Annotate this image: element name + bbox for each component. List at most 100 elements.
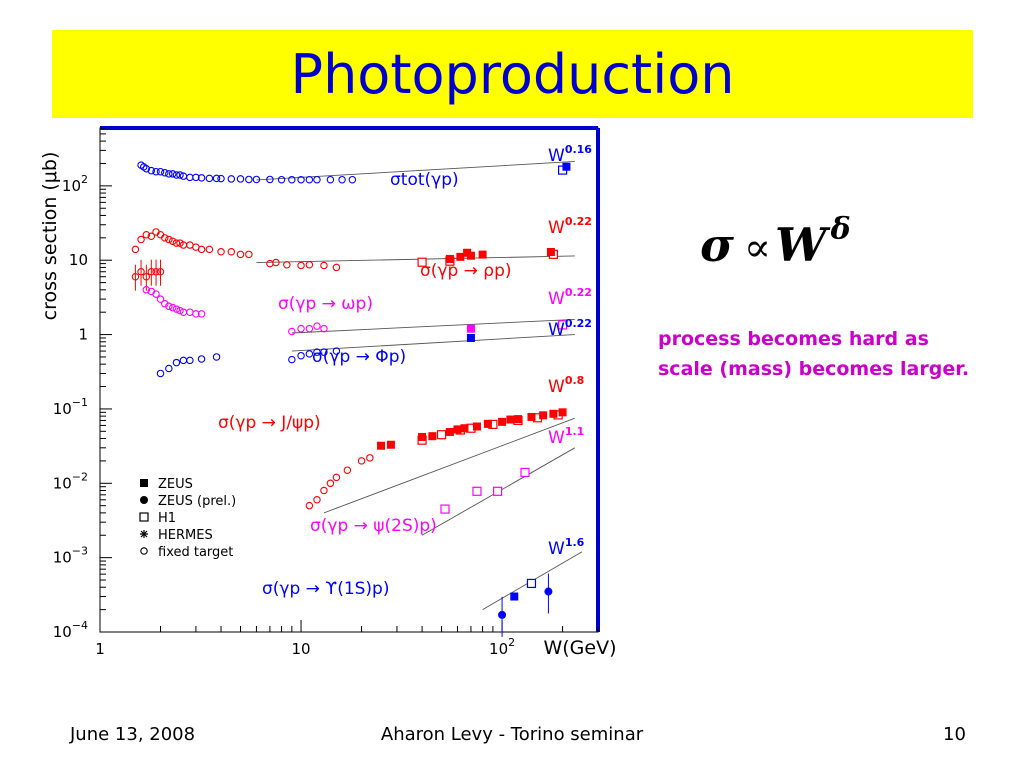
fixed-target-point-omega xyxy=(197,310,206,318)
zeus-point-jpsi xyxy=(539,411,548,420)
fixed-target-point-rho xyxy=(332,263,341,272)
fixed-target-point-rho xyxy=(147,267,156,276)
fixed-target-point-tot xyxy=(277,175,286,184)
fixed-target-point-tot xyxy=(326,175,335,184)
fixed-target-point-tot xyxy=(147,166,156,175)
fixed-target-point-phi xyxy=(297,351,305,360)
fixed-target-point-jpsi xyxy=(357,457,366,465)
title-bar: Photoproduction xyxy=(52,30,973,118)
zeus-point-jpsi xyxy=(453,425,462,434)
fixed-target-point-rho xyxy=(186,241,194,249)
fixed-target-point-phi xyxy=(332,347,341,355)
fixed-target-point-rho xyxy=(152,267,160,276)
zeus-point-jpsi xyxy=(445,427,454,436)
x-axis-label: W(GeV) xyxy=(543,637,616,659)
y-tick-exponent: 2 xyxy=(81,173,88,186)
fixed-target-point-rho xyxy=(137,235,145,244)
h1-point-rho xyxy=(417,257,427,267)
legend-label: fixed target xyxy=(158,545,233,560)
fixed-target-point-tot xyxy=(288,175,296,184)
fixed-target-point-tot xyxy=(245,175,253,184)
fixed-target-point-tot xyxy=(205,174,214,183)
fixed-target-point-omega xyxy=(172,305,181,313)
fixed-target-point-phi xyxy=(165,364,173,373)
zeus-point-phi xyxy=(466,333,475,342)
legend-label: ZEUS (prel.) xyxy=(158,494,236,509)
zeus-prel-point-upsilon xyxy=(498,610,507,619)
fixed-target-point-jpsi xyxy=(313,496,321,504)
zeus-point-jpsi xyxy=(460,424,469,433)
legend-marker xyxy=(140,479,148,487)
fixed-target-point-omega xyxy=(288,327,296,336)
slide-title: Photoproduction xyxy=(290,42,735,106)
fixed-target-point-tot xyxy=(236,175,245,183)
fixed-target-point-tot xyxy=(313,175,321,184)
fixed-target-point-rho xyxy=(320,261,328,270)
fixed-target-point-rho xyxy=(142,272,151,281)
zeus-point-jpsi xyxy=(513,415,522,424)
fixed-target-point-tot xyxy=(227,175,236,183)
fixed-target-point-rho xyxy=(172,239,181,247)
formula-w: W xyxy=(775,218,827,272)
formula-proportional: ∝ xyxy=(743,225,771,271)
y-tick-exponent: −4 xyxy=(72,619,88,632)
fixed-target-point-jpsi xyxy=(366,454,374,462)
fit-label-jpsi: W0.8 xyxy=(548,374,584,397)
fixed-target-point-tot xyxy=(161,169,169,177)
x-tick-label: 10 xyxy=(291,640,310,658)
fit-line-omega xyxy=(291,318,575,334)
zeus-point-rho xyxy=(456,252,465,261)
fixed-target-point-tot xyxy=(348,175,357,184)
zeus-point-rho xyxy=(478,250,487,259)
fit-line-rho xyxy=(256,255,575,264)
fixed-target-point-rho xyxy=(283,260,291,269)
fixed-target-point-rho xyxy=(297,261,305,270)
fixed-target-point-rho xyxy=(156,267,165,276)
fixed-target-point-tot xyxy=(197,174,206,182)
series-label-rho: σ(γp → ρp) xyxy=(420,261,512,281)
formula-delta: δ xyxy=(830,212,851,247)
fixed-target-point-tot xyxy=(168,170,177,178)
fit-exponent-omega: 0.22 xyxy=(565,286,592,299)
zeus-point-jpsi xyxy=(483,419,492,428)
zeus-point-rho xyxy=(546,247,555,256)
zeus-point-omega xyxy=(466,324,475,333)
legend-marker xyxy=(140,496,148,504)
y-axis-label: cross section (μb) xyxy=(39,152,61,321)
zeus-point-jpsi xyxy=(428,432,437,441)
y-tick-exponent: −2 xyxy=(72,470,88,483)
fixed-target-point-tot xyxy=(217,174,225,183)
fixed-target-point-tot xyxy=(305,175,314,184)
fixed-target-point-tot xyxy=(156,167,165,176)
series-label-tot: σtot(γp) xyxy=(390,170,459,190)
fixed-target-point-rho xyxy=(137,267,145,276)
zeus-point-jpsi xyxy=(506,415,515,424)
zeus-point-rho xyxy=(466,251,475,260)
y-tick-label: 1 xyxy=(78,326,88,344)
fixed-target-point-rho xyxy=(217,247,225,256)
fit-exponent-jpsi: 0.8 xyxy=(565,374,585,387)
zeus-point-jpsi xyxy=(377,441,386,450)
fixed-target-point-tot xyxy=(297,175,305,184)
zeus-prel-point-upsilon xyxy=(544,587,553,596)
fit-label-tot: W0.16 xyxy=(548,143,592,166)
fit-label-psi2s: W1.1 xyxy=(548,425,584,448)
y-tick-exponent: −3 xyxy=(72,545,88,558)
fit-label-rho: W0.22 xyxy=(548,215,592,238)
y-tick-exponent: −1 xyxy=(72,396,88,409)
fixed-target-point-phi xyxy=(288,355,296,364)
zeus-point-jpsi xyxy=(472,422,481,431)
cross-section-chart: 1 10 102 102 10 1 10−1 10−2 10−3 10−4 W(GeV) cross … xyxy=(39,126,617,659)
fixed-target-point-phi xyxy=(305,350,314,358)
fixed-target-point-rho xyxy=(142,231,151,239)
fixed-target-point-omega xyxy=(152,290,160,298)
fixed-target-point-rho xyxy=(227,247,236,256)
fixed-target-point-phi xyxy=(313,348,321,356)
fixed-target-point-tot xyxy=(172,171,181,179)
fixed-target-point-tot xyxy=(266,175,274,184)
zeus-point-upsilon xyxy=(510,592,519,601)
fixed-target-point-jpsi xyxy=(305,501,314,510)
legend-marker xyxy=(139,512,149,522)
fixed-target-point-tot xyxy=(186,173,194,182)
fixed-target-point-phi xyxy=(212,353,221,361)
